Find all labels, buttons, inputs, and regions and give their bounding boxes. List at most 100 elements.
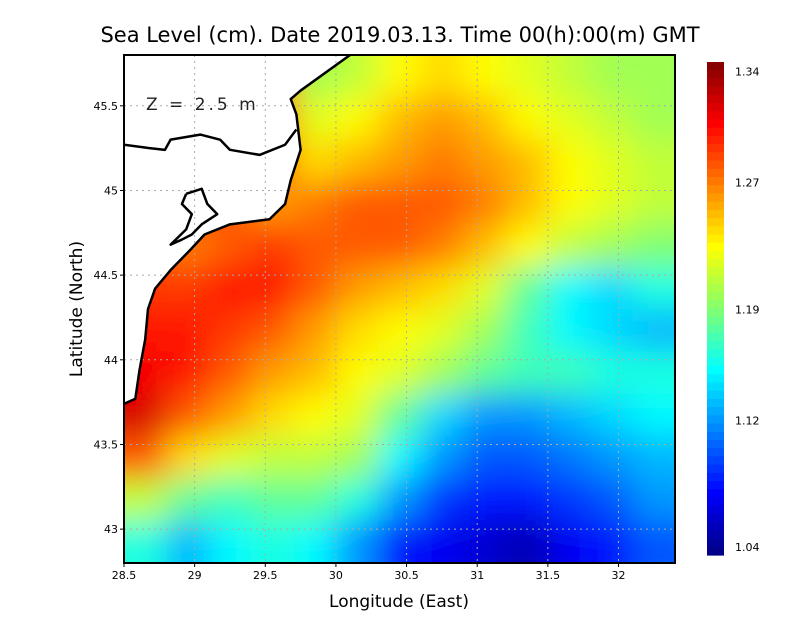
plot-area <box>124 55 675 563</box>
heatmap-cell <box>632 436 675 480</box>
heatmap-cell <box>632 224 675 268</box>
heatmap-cell <box>420 478 465 522</box>
heatmap-cell <box>208 224 253 268</box>
inland-water-outline <box>124 128 298 157</box>
heatmap-cell <box>420 182 465 226</box>
y-tick-label: 45.5 <box>94 100 119 113</box>
heatmap-cell <box>420 309 465 353</box>
heatmap-cell <box>378 266 422 310</box>
heatmap-cell <box>251 309 295 353</box>
heatmap-cell <box>632 55 675 99</box>
colorbar-segment <box>707 78 724 88</box>
heatmap-cell <box>335 139 380 183</box>
x-axis-ticks: 28.5 29 29.5 30 30.5 31 31.5 32 <box>112 563 625 582</box>
heatmap-cell <box>378 478 422 522</box>
heatmap-cell <box>208 436 253 480</box>
plot-frame <box>123 54 676 564</box>
colorbar-segment <box>707 415 724 425</box>
heatmap-cell <box>124 520 168 563</box>
heatmap-cells <box>124 55 675 563</box>
colorbar-segment <box>707 357 724 367</box>
colorbar-segment <box>707 193 724 203</box>
heatmap-cell <box>378 436 422 480</box>
heatmap-cell <box>547 266 592 310</box>
heatmap-cell <box>463 436 507 480</box>
heatmap-cell <box>505 309 549 353</box>
heatmap-cell <box>547 139 592 183</box>
heatmap-cell <box>463 139 507 183</box>
heatmap-cell <box>505 55 549 99</box>
colorbar-segment <box>707 439 724 449</box>
heatmap-cell <box>420 55 465 99</box>
heatmap-cell <box>463 97 507 141</box>
heatmap-cell <box>632 139 675 183</box>
heatmap-cell <box>463 55 507 99</box>
heatmap-cell <box>505 97 549 141</box>
heatmap-cell <box>293 393 337 437</box>
heatmap-cell <box>420 97 465 141</box>
colorbar-segment <box>707 250 724 260</box>
colorbar-segment <box>707 226 724 236</box>
heatmap-cell <box>378 55 422 99</box>
heatmap-cell <box>293 309 337 353</box>
colorbar-segment <box>707 505 724 515</box>
heatmap-cell <box>590 182 634 226</box>
heatmap-cell <box>420 139 465 183</box>
heatmap-cell <box>420 436 465 480</box>
land-area <box>124 55 351 404</box>
heatmap-cell <box>208 309 253 353</box>
heatmap-cell <box>251 266 295 310</box>
heatmap-cell <box>420 520 465 563</box>
heatmap-cell <box>505 351 549 395</box>
colorbar-segment <box>707 308 724 318</box>
heatmap-cell <box>547 436 592 480</box>
colorbar-segment <box>707 349 724 359</box>
colorbar-segment <box>707 489 724 499</box>
heatmap-cell <box>335 97 380 141</box>
heatmap-cell <box>124 436 168 480</box>
colorbar-label: 1.04 <box>735 541 760 554</box>
x-tick-label: 32 <box>611 569 625 582</box>
heatmap-cell <box>335 520 380 563</box>
colorbar-label: 1.34 <box>735 66 760 79</box>
heatmap-cell <box>420 393 465 437</box>
x-tick-label: 31 <box>470 569 484 582</box>
heatmap-cell <box>463 266 507 310</box>
heatmap-cell <box>293 224 337 268</box>
heatmap-cell <box>420 266 465 310</box>
heatmap-cell <box>590 224 634 268</box>
y-axis-label: Latitude (North) <box>67 241 87 377</box>
colorbar-segment <box>707 448 724 457</box>
heatmap-cell <box>208 393 253 437</box>
heatmap-cell <box>632 266 675 310</box>
heatmap-cell <box>590 393 634 437</box>
y-tick-label: 43 <box>104 523 118 536</box>
heatmap-cell <box>547 309 592 353</box>
x-tick-label: 28.5 <box>112 569 137 582</box>
colorbar-segment <box>707 103 724 112</box>
heatmap-cell <box>463 520 507 563</box>
colorbar-segment <box>707 62 724 71</box>
colorbar-segment <box>707 538 724 548</box>
colorbar-segment <box>707 267 724 277</box>
heatmap-cell <box>208 351 253 395</box>
heatmap-cell <box>335 266 380 310</box>
colorbar-segment <box>707 497 724 507</box>
heatmap-cell <box>293 97 337 141</box>
heatmap-cell <box>293 182 337 226</box>
heatmap-cell <box>547 520 592 563</box>
heatmap-cell <box>505 393 549 437</box>
colorbar-label: 1.12 <box>735 414 760 427</box>
colorbar-segment <box>707 70 724 80</box>
colorbar-segment <box>707 530 724 540</box>
heatmap-cell <box>335 436 380 480</box>
colorbar-segment <box>707 185 724 195</box>
heatmap-cell <box>590 139 634 183</box>
heatmap-cell <box>463 393 507 437</box>
heatmap-cell <box>335 182 380 226</box>
x-tick-label: 30.5 <box>394 569 419 582</box>
colorbar-segment <box>707 407 724 416</box>
colorbar-label: 1.27 <box>735 176 760 189</box>
heatmap-cell <box>632 309 675 353</box>
